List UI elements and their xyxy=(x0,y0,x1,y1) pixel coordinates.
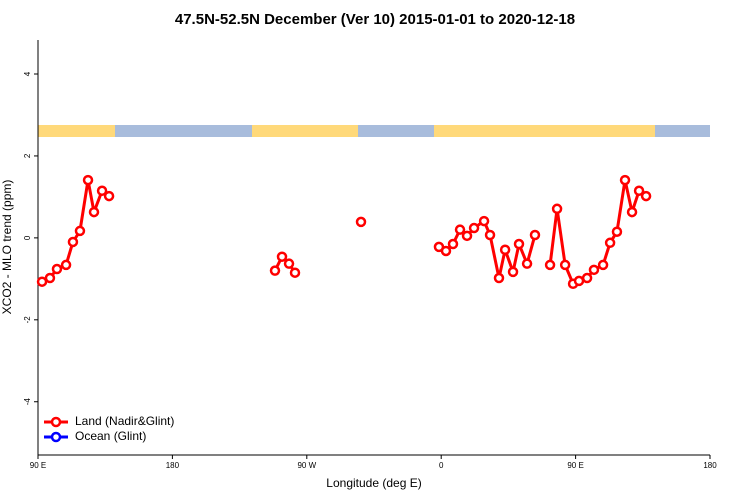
x-tick-label: 180 xyxy=(166,461,180,470)
x-tick-label: 90 W xyxy=(297,461,316,470)
data-point xyxy=(82,174,94,186)
data-point xyxy=(67,236,79,248)
data-point xyxy=(88,206,100,218)
land-ocean-strip xyxy=(38,125,710,137)
data-point xyxy=(44,272,56,284)
legend-marker xyxy=(50,431,62,443)
data-point xyxy=(521,258,533,269)
x-tick-label: 90 E xyxy=(30,461,46,470)
land-band xyxy=(38,125,115,137)
data-point xyxy=(468,222,480,234)
data-point xyxy=(478,215,490,227)
data-point xyxy=(640,190,652,202)
data-point xyxy=(507,266,519,278)
ocean-band xyxy=(358,125,434,137)
data-point xyxy=(597,259,609,271)
legend-marker xyxy=(50,416,62,428)
y-axis-label: XCO2 - MLO trend (ppm) xyxy=(0,180,14,315)
land-band xyxy=(252,125,358,137)
data-point xyxy=(440,245,452,257)
legend-label: Land (Nadir&Glint) xyxy=(75,414,174,428)
data-point xyxy=(60,259,72,271)
x-tick-label: 0 xyxy=(439,461,444,470)
data-point xyxy=(493,272,505,284)
y-tick-label: -2 xyxy=(23,316,32,324)
data-point xyxy=(588,264,600,276)
data-point xyxy=(551,203,563,215)
data-point xyxy=(289,267,301,278)
legend-label: Ocean (Glint) xyxy=(75,429,146,443)
data-point xyxy=(559,259,571,271)
data-point xyxy=(581,272,593,284)
data-point xyxy=(633,185,645,197)
data-point xyxy=(604,237,616,249)
x-tick-label: 180 xyxy=(703,461,717,470)
data-point xyxy=(74,225,86,237)
data-point xyxy=(283,258,295,269)
data-point xyxy=(36,276,48,287)
data-point xyxy=(529,229,541,241)
data-point xyxy=(461,230,473,242)
chart-title: 47.5N-52.5N December (Ver 10) 2015-01-01… xyxy=(175,11,575,28)
data-point xyxy=(103,190,115,202)
data-point xyxy=(513,238,525,250)
data-point xyxy=(611,226,623,237)
data-point xyxy=(626,206,638,218)
x-tick-label: 90 E xyxy=(567,461,583,470)
data-point xyxy=(573,275,585,287)
y-tick-label: 2 xyxy=(23,153,32,158)
ocean-band xyxy=(115,125,252,137)
data-point xyxy=(355,216,367,228)
y-tick-label: 4 xyxy=(23,71,32,76)
data-point xyxy=(454,224,466,235)
y-tick-label: 0 xyxy=(23,235,32,240)
land-band xyxy=(434,125,655,137)
data-point xyxy=(544,259,556,271)
data-point xyxy=(447,238,459,250)
data-point xyxy=(269,265,281,276)
x-axis-label: Longitude (deg E) xyxy=(326,476,421,490)
data-point xyxy=(499,244,511,256)
data-point xyxy=(276,251,288,262)
data-point xyxy=(51,263,63,275)
y-tick-label: -4 xyxy=(23,398,32,406)
data-point xyxy=(619,174,631,186)
data-point xyxy=(96,185,108,197)
data-point xyxy=(484,229,496,241)
ocean-band xyxy=(655,125,710,137)
